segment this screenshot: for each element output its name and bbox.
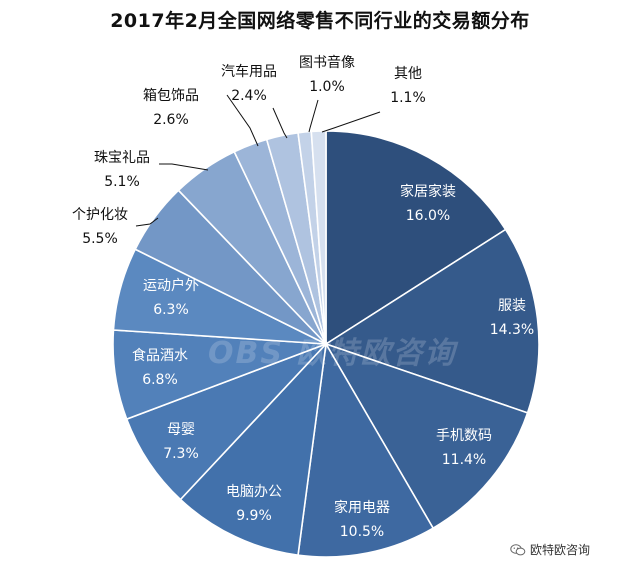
slice-label: 汽车用品 2.4% [221,63,277,104]
slice-label-value: 1.1% [390,90,426,106]
pie-slice [125,343,327,501]
chart-title: 2017年2月全国网络零售不同行业的交易额分布 [110,10,530,32]
slice-label-name: 箱包饰品 [143,88,199,104]
slice-label: 电脑办公 9.9% [226,484,282,524]
slice-label: 服装 14.3% [490,298,534,338]
slice-label-value: 10.5% [340,524,384,540]
slice-label: 图书音像 1.0% [299,54,355,95]
footer-brand: 欧特欧咨询 [510,541,590,558]
leader-line [226,94,259,147]
leader-line [321,111,381,133]
slice-label-value: 6.3% [153,302,189,318]
slice-label-value: 9.9% [236,508,272,524]
pie-slice [325,130,507,346]
slice-label-value: 1.0% [309,79,345,95]
slice-label-value: 2.4% [231,88,267,104]
leader-line [159,163,209,171]
slice-label-value: 5.5% [82,231,118,247]
leader-line [272,107,288,139]
slice-label-name: 其他 [394,66,422,82]
slice-label: 食品酒水 6.8% [132,347,188,388]
slice-label-value: 6.8% [142,372,178,388]
slice-label-name: 服装 [498,298,526,314]
slice-label-name: 电脑办公 [226,484,282,500]
leader-line [308,99,319,133]
slice-label-name: 个护化妆 [72,207,128,223]
slice-label: 箱包饰品 2.6% [143,88,199,128]
pie-slice [297,341,435,558]
slice-label: 家用电器 10.5% [334,499,390,540]
slice-label-value: 7.3% [163,446,199,462]
slice-label: 其他 1.1% [390,66,426,106]
wechat-icon [510,543,526,555]
slice-label-name: 母婴 [167,422,195,438]
slice-label: 运动户外 6.3% [143,277,199,318]
slice-label-value: 11.4% [442,452,486,468]
slice-label-value: 16.0% [406,208,450,224]
pie-slice [324,342,529,530]
leader-line [135,217,159,227]
slice-label-name: 运动户外 [143,277,199,294]
slice-label: 珠宝礼品 5.1% [94,150,150,190]
slice-label-value: 2.6% [153,112,189,128]
pie-slice [324,228,540,414]
slice-label: 家居家装 16.0% [400,183,456,224]
slice-label: 手机数码 11.4% [436,428,492,468]
footer-brand-text: 欧特欧咨询 [530,543,591,557]
slice-label-name: 手机数码 [436,428,492,444]
slice-label-name: 食品酒水 [132,347,188,364]
slice-label: 个护化妆 5.5% [72,207,128,247]
pie-slice [179,341,328,557]
slice-label-name: 家居家装 [400,183,456,200]
slice-label-name: 珠宝礼品 [94,150,150,166]
watermark: OBS 欧特欧咨询 [208,336,457,371]
slice-label: 母婴 7.3% [163,422,199,462]
slice-label-value: 14.3% [490,322,534,338]
slice-label-name: 图书音像 [299,54,355,71]
slice-label-name: 汽车用品 [221,63,277,80]
slice-label-value: 5.1% [104,174,140,190]
slice-label-name: 家用电器 [334,499,390,516]
